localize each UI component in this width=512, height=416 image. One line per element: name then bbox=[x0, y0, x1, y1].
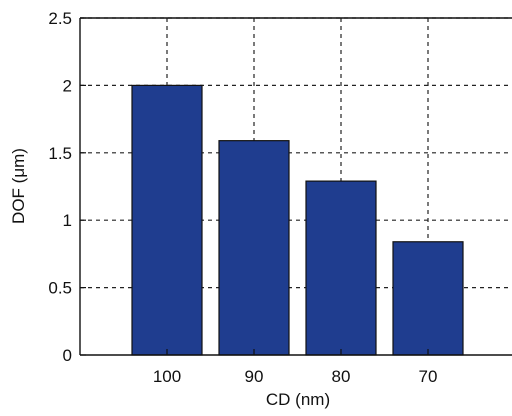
x-tick-label: 100 bbox=[153, 367, 181, 386]
x-tick-label: 80 bbox=[332, 367, 351, 386]
y-tick-label: 2.5 bbox=[48, 9, 72, 28]
bars bbox=[131, 84, 464, 356]
y-tick-label: 2 bbox=[63, 76, 72, 95]
y-tick-label: 1 bbox=[63, 211, 72, 230]
bar bbox=[392, 241, 464, 356]
y-tick-label: 0.5 bbox=[48, 279, 72, 298]
x-tick-label: 90 bbox=[245, 367, 264, 386]
y-tick-label: 0 bbox=[63, 346, 72, 365]
x-axis-label: CD (nm) bbox=[266, 390, 330, 409]
y-tick-label: 1.5 bbox=[48, 144, 72, 163]
y-axis-label: DOF (μm) bbox=[9, 148, 28, 224]
bar bbox=[131, 84, 203, 356]
bar bbox=[305, 180, 377, 356]
bar bbox=[218, 140, 290, 356]
axes bbox=[79, 17, 512, 356]
tick-labels: 0 0.5 1 1.5 2 2.5 100 90 80 70 bbox=[48, 9, 437, 386]
x-tick-label: 70 bbox=[419, 367, 438, 386]
